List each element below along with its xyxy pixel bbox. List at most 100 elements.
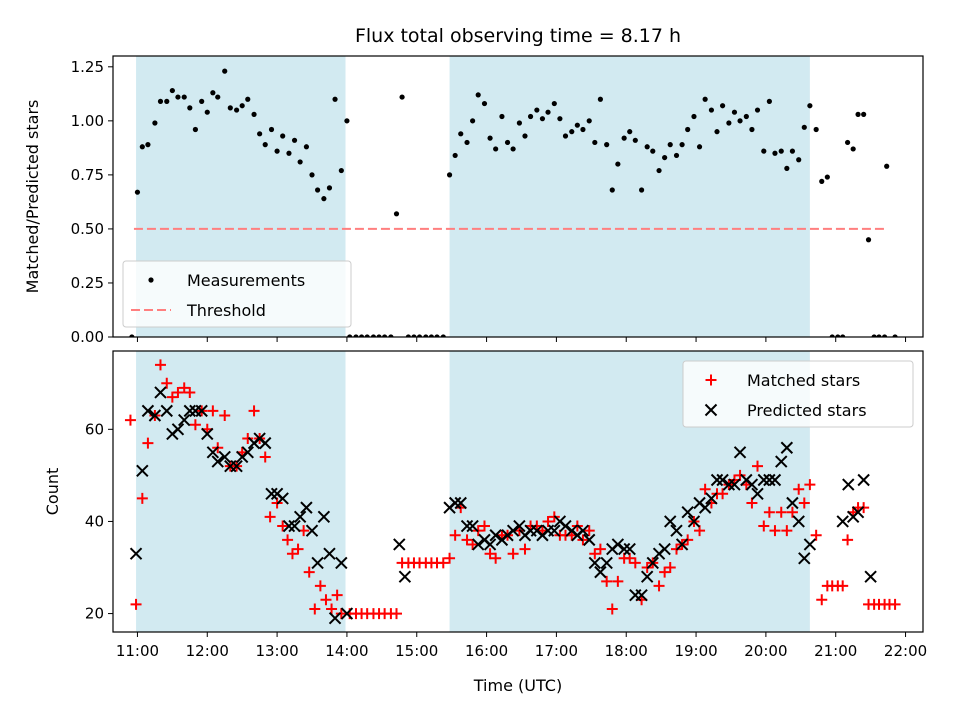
x-point-67	[600, 556, 613, 570]
x-point-52	[513, 519, 526, 533]
x-point-75	[646, 556, 659, 570]
dot-point-61	[475, 92, 481, 98]
dot-point-134	[892, 334, 898, 337]
dot-point-90	[644, 144, 650, 150]
dot-point-110	[761, 148, 767, 154]
dot-point-107	[743, 113, 749, 120]
dot-point-112	[772, 150, 778, 156]
plus-point-99	[694, 525, 706, 537]
x-point-18	[230, 459, 243, 473]
dot-point-59	[464, 139, 470, 146]
x-tick-label: 19:00	[674, 642, 717, 660]
dot-point-35	[326, 185, 333, 191]
x-point-73	[635, 588, 648, 602]
dot-point-56	[446, 172, 453, 178]
dot-point-21	[245, 96, 251, 102]
dot-point-49	[405, 334, 411, 337]
x-point-77	[658, 542, 671, 556]
dot-point-15	[210, 90, 216, 96]
y-tick-label: 1.25	[71, 58, 104, 76]
dot-point-16	[215, 94, 221, 100]
x-point-101	[798, 552, 811, 565]
legend-label: Measurements	[187, 271, 305, 290]
y-axis-label: Count	[43, 468, 62, 516]
x-point-82	[687, 515, 701, 528]
x-tick-label: 18:00	[605, 642, 648, 660]
dot-point-105	[731, 109, 738, 115]
x-point-4	[148, 409, 162, 422]
dot-point-83	[604, 142, 610, 148]
dot-point-85	[615, 161, 621, 167]
plus-point-92	[653, 580, 665, 592]
legend: Matched stars Predicted stars	[682, 360, 914, 428]
x-point-66	[594, 565, 607, 579]
dot-point-75	[557, 116, 563, 122]
axes-frame	[112, 350, 924, 633]
dot-point-100	[702, 96, 708, 102]
plus-point-32	[303, 566, 315, 578]
x-point-14	[206, 446, 220, 459]
x-point-103	[836, 515, 849, 528]
dot-point-74	[551, 100, 557, 107]
dot-point-63	[487, 135, 493, 141]
y-tick-label: 1.00	[71, 112, 104, 130]
chart-title: Flux total observing time = 8.17 h	[355, 25, 681, 47]
y-tick-label: 0.75	[71, 166, 104, 184]
plus-point-108	[746, 497, 758, 509]
x-point-64	[583, 533, 596, 547]
dot-point-39	[347, 334, 353, 337]
dot-point-78	[574, 122, 580, 128]
dot-point-92	[656, 167, 662, 174]
x-point-97	[775, 455, 788, 468]
dot-point-72	[539, 116, 546, 122]
x-point-29	[293, 510, 307, 524]
dot-point-57	[452, 152, 458, 159]
dot-point-125	[844, 139, 851, 146]
x-point-87	[716, 473, 729, 487]
x-point-107	[857, 473, 870, 487]
dot-point-37	[338, 167, 344, 174]
x-point-38	[393, 538, 406, 551]
plus-point-82	[594, 543, 606, 555]
plus-point-106	[734, 469, 746, 481]
dot-point-94	[667, 142, 673, 148]
dot-point-4	[145, 142, 151, 148]
x-point-74	[640, 570, 654, 583]
plus-point-33	[309, 603, 321, 615]
plus-point-2	[130, 598, 142, 610]
x-point-81	[681, 506, 694, 519]
plus-point-17	[219, 409, 231, 421]
plus-point-93	[659, 566, 671, 578]
dot-point-43	[370, 334, 377, 337]
plus-point-4	[142, 437, 154, 449]
dot-point-32	[309, 172, 315, 178]
dot-point-77	[569, 129, 575, 135]
dot-point-81	[592, 139, 598, 146]
x-tick-label: 14:00	[325, 642, 368, 660]
plus-point-115	[786, 506, 798, 518]
dot-point-2	[134, 189, 141, 195]
x-point-80	[675, 538, 689, 551]
plus-point-25	[264, 511, 276, 523]
plus-point-113	[775, 506, 787, 518]
dot-point-118	[807, 103, 813, 109]
dot-point-64	[493, 146, 499, 152]
shaded-interval-2	[449, 56, 810, 337]
dot-point-96	[679, 142, 685, 148]
plus-point-81	[589, 548, 601, 560]
dot-point-106	[737, 118, 743, 124]
legend-box	[682, 360, 914, 428]
dot-point-6	[157, 98, 164, 104]
dot-point-99	[696, 144, 703, 150]
dot-point-17	[222, 68, 228, 74]
dot-point-55	[440, 334, 446, 337]
plus-point-21	[242, 433, 254, 445]
plus-point-120	[816, 594, 828, 606]
dot-point-69	[522, 133, 528, 139]
dot-point-65	[499, 113, 505, 120]
dot-point-82	[597, 96, 603, 102]
ratio-panel: 0.00 0.25 0.50 0.75 1.00 1.25 Matched/Predicte…	[23, 55, 924, 346]
dot-point-131	[876, 334, 882, 337]
dot-point-53	[428, 334, 435, 337]
